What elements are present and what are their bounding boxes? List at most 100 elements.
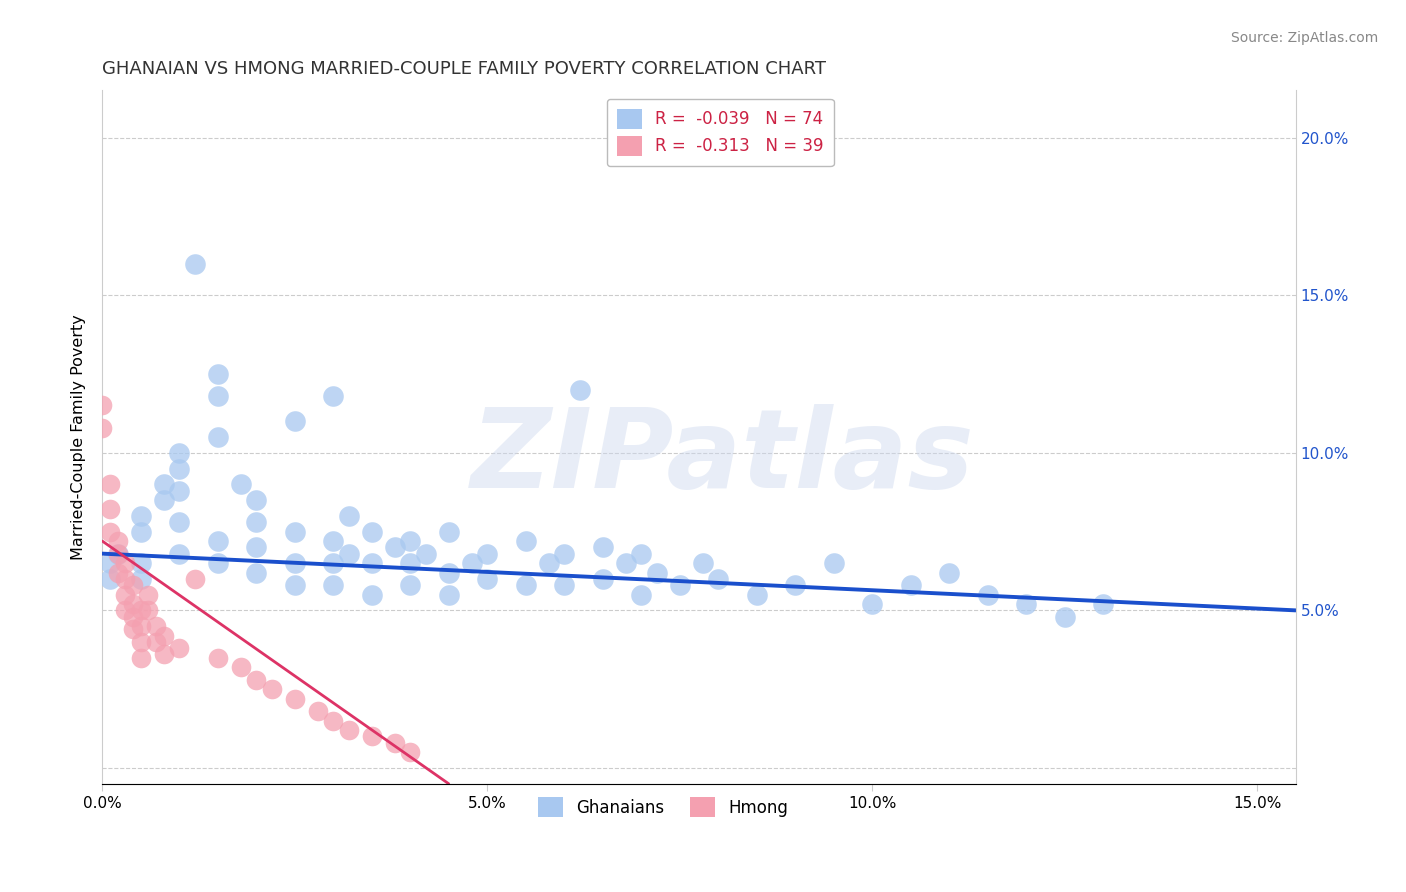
- Point: [437, 524, 460, 539]
- Text: GHANAIAN VS HMONG MARRIED-COUPLE FAMILY POVERTY CORRELATION CHART: GHANAIAN VS HMONG MARRIED-COUPLE FAMILY …: [103, 60, 827, 78]
- Point: [207, 367, 229, 381]
- Point: [1015, 597, 1038, 611]
- Point: [900, 578, 922, 592]
- Point: [475, 547, 498, 561]
- Point: [129, 619, 152, 633]
- Text: ZIPatlas: ZIPatlas: [471, 404, 974, 511]
- Point: [307, 704, 329, 718]
- Point: [98, 556, 121, 570]
- Point: [167, 446, 190, 460]
- Point: [98, 572, 121, 586]
- Point: [207, 430, 229, 444]
- Point: [245, 515, 267, 529]
- Point: [399, 534, 422, 549]
- Point: [98, 477, 121, 491]
- Point: [129, 556, 152, 570]
- Point: [107, 547, 129, 561]
- Point: [260, 682, 283, 697]
- Point: [399, 556, 422, 570]
- Point: [515, 534, 537, 549]
- Point: [107, 534, 129, 549]
- Point: [592, 572, 614, 586]
- Point: [537, 556, 560, 570]
- Point: [337, 723, 360, 738]
- Y-axis label: Married-Couple Family Poverty: Married-Couple Family Poverty: [72, 314, 86, 560]
- Point: [114, 603, 136, 617]
- Point: [153, 648, 176, 662]
- Point: [114, 556, 136, 570]
- Point: [614, 556, 637, 570]
- Point: [1092, 597, 1115, 611]
- Point: [229, 660, 252, 674]
- Point: [114, 588, 136, 602]
- Legend: Ghanaians, Hmong: Ghanaians, Hmong: [531, 790, 794, 824]
- Point: [207, 556, 229, 570]
- Point: [245, 493, 267, 508]
- Point: [245, 541, 267, 555]
- Point: [745, 588, 768, 602]
- Point: [384, 736, 406, 750]
- Point: [860, 597, 883, 611]
- Point: [229, 477, 252, 491]
- Point: [322, 578, 344, 592]
- Point: [384, 541, 406, 555]
- Point: [129, 635, 152, 649]
- Point: [129, 524, 152, 539]
- Point: [167, 483, 190, 498]
- Point: [322, 714, 344, 728]
- Point: [129, 508, 152, 523]
- Point: [399, 578, 422, 592]
- Point: [437, 588, 460, 602]
- Point: [245, 673, 267, 687]
- Point: [399, 745, 422, 759]
- Point: [284, 524, 307, 539]
- Point: [138, 603, 160, 617]
- Point: [207, 389, 229, 403]
- Point: [167, 641, 190, 656]
- Point: [630, 588, 652, 602]
- Point: [322, 534, 344, 549]
- Point: [122, 622, 145, 636]
- Point: [938, 566, 960, 580]
- Point: [129, 650, 152, 665]
- Point: [437, 566, 460, 580]
- Text: Source: ZipAtlas.com: Source: ZipAtlas.com: [1230, 31, 1378, 45]
- Point: [153, 493, 176, 508]
- Point: [129, 603, 152, 617]
- Point: [207, 650, 229, 665]
- Point: [337, 547, 360, 561]
- Point: [630, 547, 652, 561]
- Point: [98, 524, 121, 539]
- Point: [461, 556, 484, 570]
- Point: [138, 588, 160, 602]
- Point: [91, 420, 114, 434]
- Point: [167, 515, 190, 529]
- Point: [122, 578, 145, 592]
- Point: [284, 414, 307, 428]
- Point: [98, 502, 121, 516]
- Point: [1053, 609, 1076, 624]
- Point: [360, 730, 382, 744]
- Point: [107, 547, 129, 561]
- Point: [167, 547, 190, 561]
- Point: [153, 629, 176, 643]
- Point: [515, 578, 537, 592]
- Point: [668, 578, 690, 592]
- Point: [592, 541, 614, 555]
- Point: [322, 556, 344, 570]
- Point: [976, 588, 998, 602]
- Point: [183, 572, 205, 586]
- Point: [207, 534, 229, 549]
- Point: [823, 556, 845, 570]
- Point: [360, 588, 382, 602]
- Point: [553, 547, 575, 561]
- Point: [284, 578, 307, 592]
- Point: [785, 578, 807, 592]
- Point: [337, 508, 360, 523]
- Point: [122, 609, 145, 624]
- Point: [129, 572, 152, 586]
- Point: [122, 597, 145, 611]
- Point: [153, 477, 176, 491]
- Point: [475, 572, 498, 586]
- Point: [645, 566, 668, 580]
